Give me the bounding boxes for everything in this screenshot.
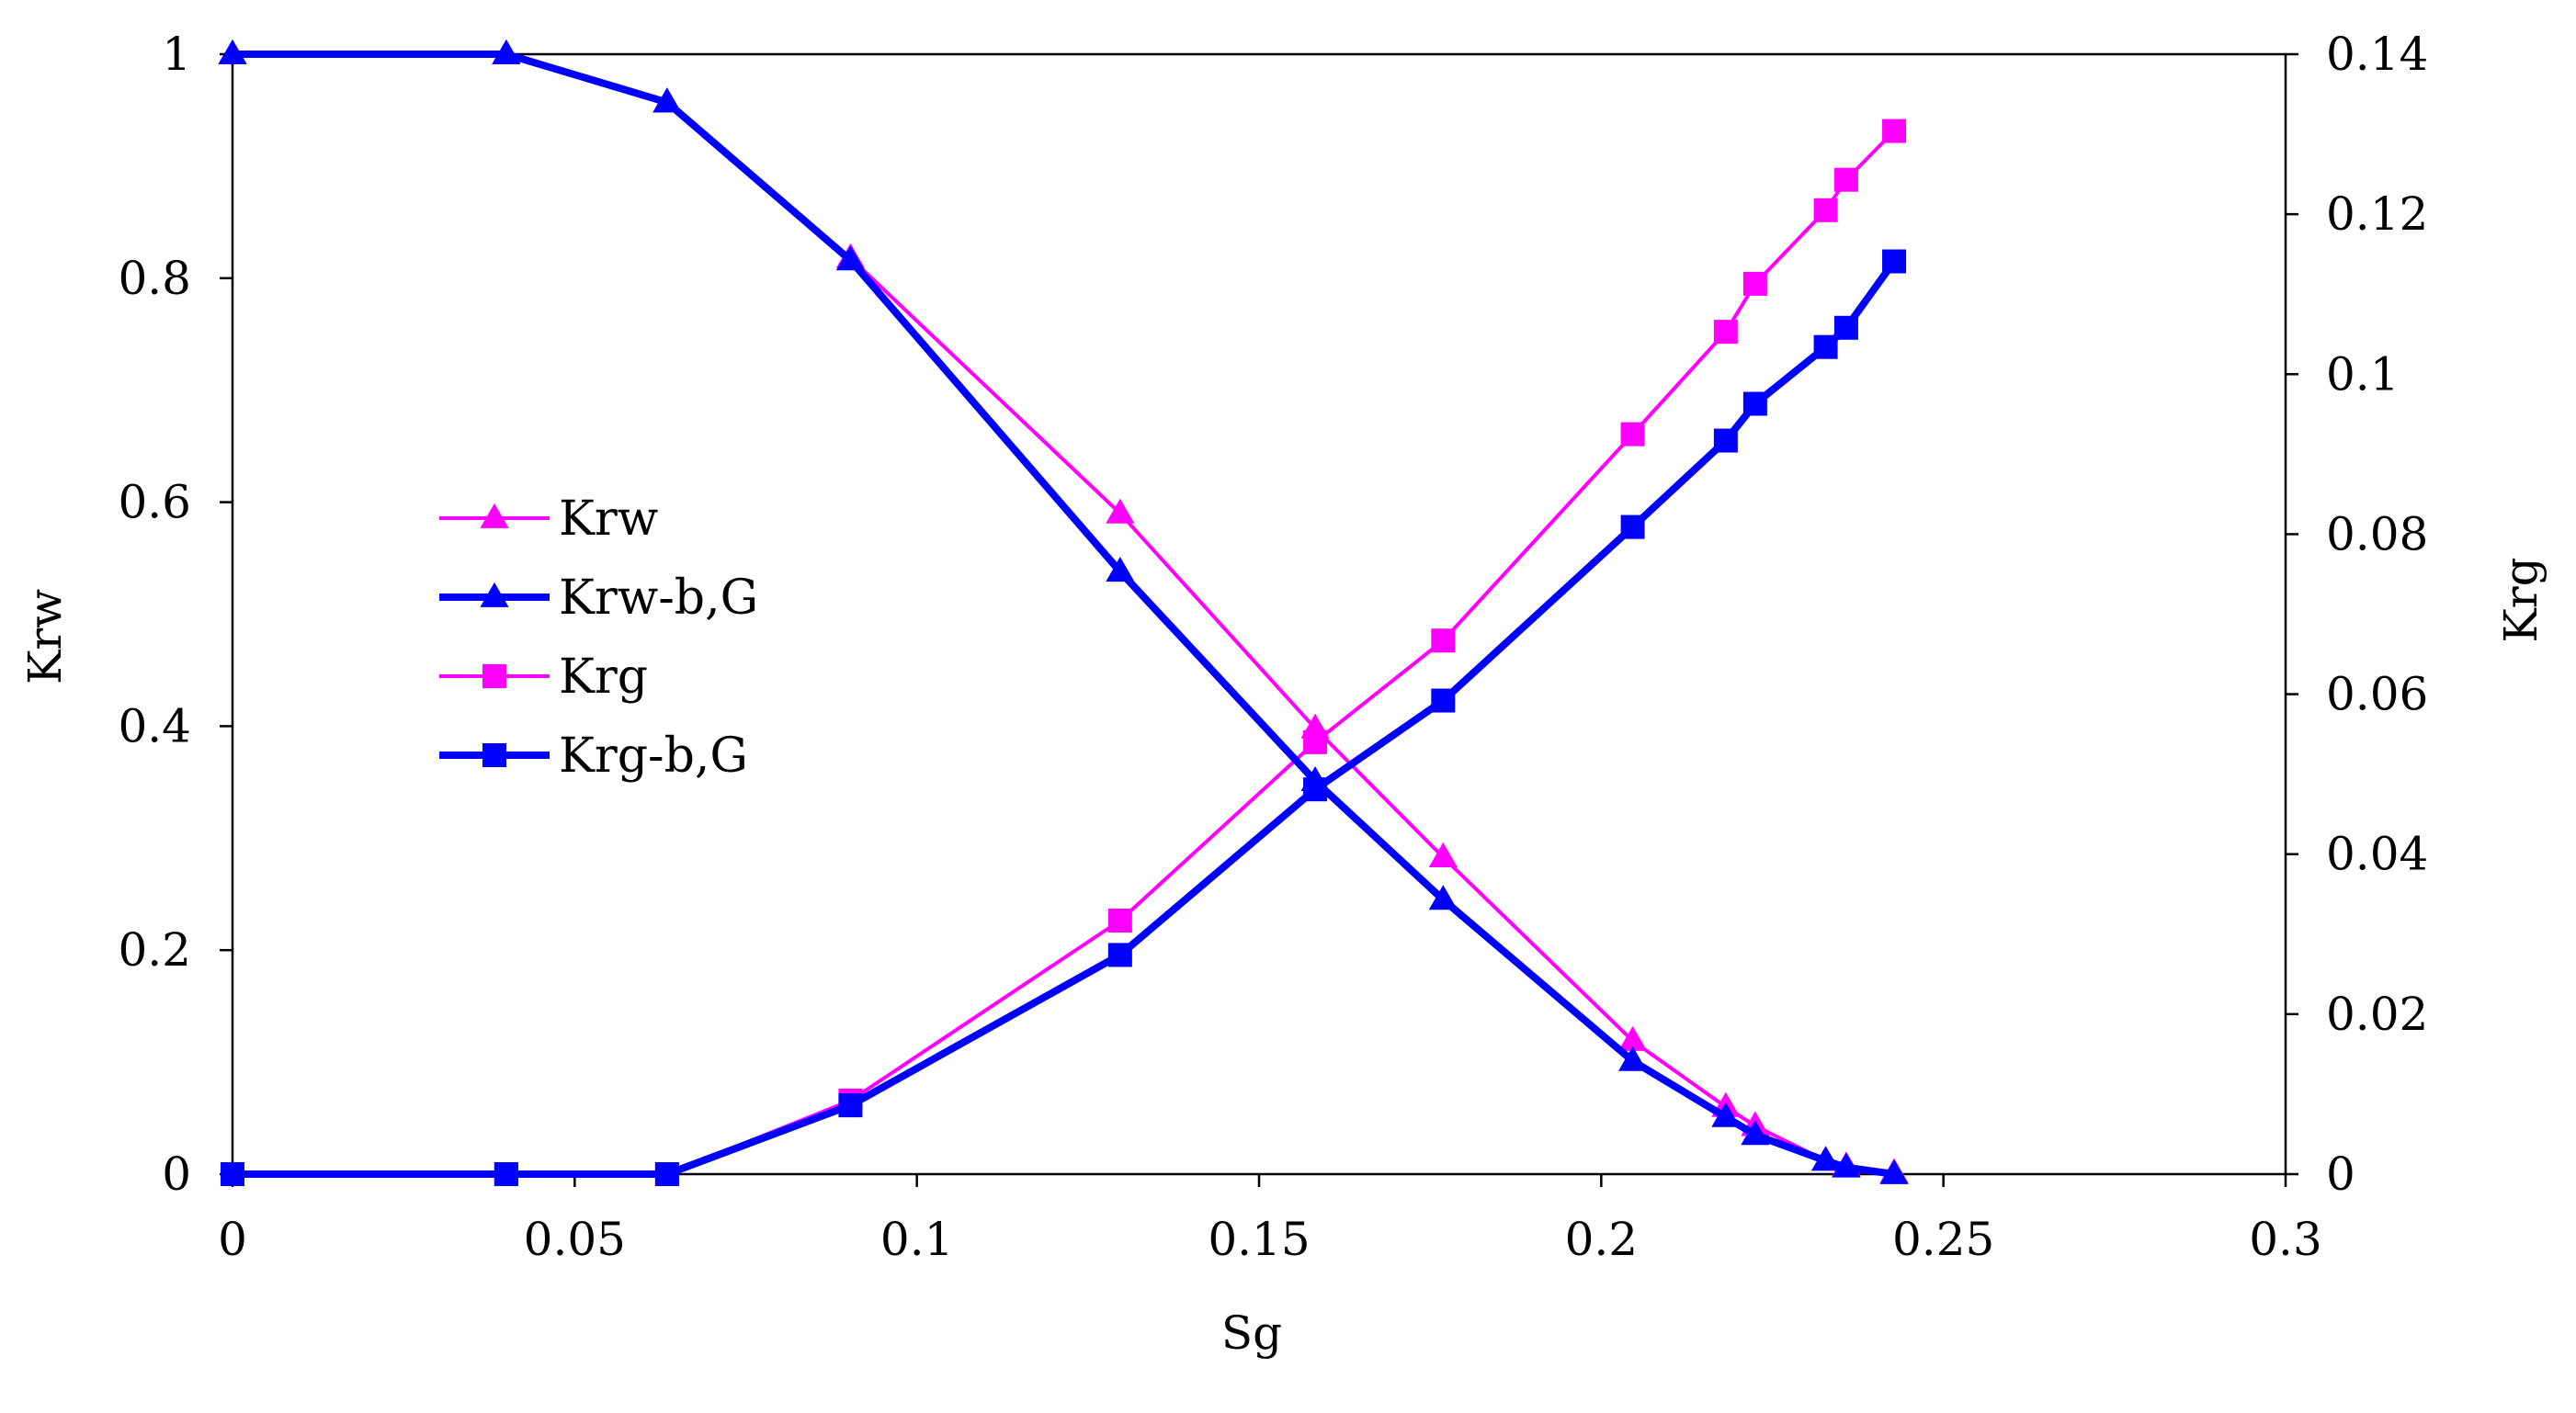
x-axis-title: Sg xyxy=(1221,1306,1282,1360)
data-point-krw-b-g xyxy=(1741,1120,1770,1146)
legend-item-krw: Krw xyxy=(439,492,658,547)
right-y-tick-label: 0.04 xyxy=(2326,828,2428,881)
data-point-krg xyxy=(1713,320,1738,345)
data-point-krw-b-g xyxy=(1832,1152,1861,1178)
series-line-krg xyxy=(231,129,1897,1176)
right-y-tick-label: 0 xyxy=(2326,1147,2355,1201)
data-point-krw-b-g xyxy=(1106,557,1135,582)
legend-label: Krw-b,G xyxy=(559,571,758,626)
legend-label: Krg xyxy=(559,650,648,705)
x-tick-label: 0.25 xyxy=(1892,1213,1994,1266)
data-point-krw xyxy=(1106,498,1135,524)
data-point-krg-b-g xyxy=(1742,391,1767,416)
x-tick-label: 0.1 xyxy=(880,1213,954,1266)
x-tick-label: 0.15 xyxy=(1208,1213,1310,1266)
series-line-krg-b-g xyxy=(229,257,1899,1178)
data-point-krw-b-g xyxy=(653,87,682,113)
data-point-krw-b-g xyxy=(1428,885,1458,910)
right-y-tick-label: 0.12 xyxy=(2326,187,2428,241)
series-krg-b-g xyxy=(221,249,1907,1186)
left-y-axis-title: Krw xyxy=(18,589,72,684)
data-point-krg-b-g xyxy=(1882,249,1907,274)
left-y-tick-label: 1 xyxy=(162,28,191,81)
legend: Krw Krw-b,G Krg Krg-b,G xyxy=(439,492,758,784)
data-point-krg-b-g xyxy=(1107,943,1132,967)
x-tick-label: 0.05 xyxy=(524,1213,626,1266)
left-y-tick-label: 0.8 xyxy=(118,252,191,305)
series-krw-b-g xyxy=(218,39,1909,1184)
right-y-tick-label: 0.02 xyxy=(2326,988,2428,1041)
left-y-tick-label: 0 xyxy=(162,1147,191,1201)
right-y-tick-label: 0.08 xyxy=(2326,507,2428,560)
legend-label: Krw xyxy=(559,492,658,547)
right-y-tick-label: 0.14 xyxy=(2326,28,2428,81)
legend-item-krw-b-g: Krw-b,G xyxy=(439,571,758,626)
legend-item-krg-b-g: Krg-b,G xyxy=(439,729,748,784)
legend-label: Krg-b,G xyxy=(559,729,748,784)
plot-area-frame xyxy=(231,52,2287,1176)
legend-item-krg: Krg xyxy=(439,650,648,705)
left-y-tick-label: 0.2 xyxy=(118,923,191,977)
legend-swatch-marker xyxy=(480,503,509,528)
legend-swatch-marker xyxy=(482,664,506,688)
data-point-krg-b-g xyxy=(494,1162,518,1186)
data-point-krg-b-g xyxy=(1431,688,1456,713)
data-point-krg-b-g xyxy=(1813,334,1838,359)
data-point-krw-b-g xyxy=(1617,1046,1648,1071)
data-point-krg-b-g xyxy=(221,1162,244,1186)
x-tick-label: 0 xyxy=(218,1213,247,1266)
data-point-krg-b-g xyxy=(838,1093,863,1118)
data-point-krg xyxy=(1107,908,1132,933)
data-point-krw-b-g xyxy=(492,39,521,64)
series-line-krw xyxy=(231,52,1897,1175)
data-point-krg xyxy=(1620,422,1645,447)
series-line-krw-b-g xyxy=(229,51,1899,1178)
data-point-krw-b-g xyxy=(1711,1102,1741,1127)
data-point-krg xyxy=(1431,628,1456,653)
data-point-krg-b-g xyxy=(1620,514,1645,539)
data-point-krw-b-g xyxy=(1300,766,1330,792)
data-point-krg xyxy=(1813,198,1838,222)
data-point-krg-b-g xyxy=(1833,315,1858,340)
data-point-krg xyxy=(1742,271,1767,296)
data-point-krw-b-g xyxy=(1879,1159,1909,1184)
x-tick-label: 0.2 xyxy=(1565,1213,1639,1266)
data-point-krg-b-g xyxy=(654,1162,679,1186)
data-point-krw-b-g xyxy=(1810,1146,1841,1171)
x-tick-label: 0.3 xyxy=(2249,1213,2322,1266)
legend-swatch-marker xyxy=(480,582,509,607)
series-krg xyxy=(221,119,1907,1186)
series-layer xyxy=(218,39,1909,1186)
data-point-krw xyxy=(1300,713,1330,739)
left-y-tick-label: 0.6 xyxy=(118,476,191,529)
series-krw xyxy=(218,39,1909,1183)
data-point-krw xyxy=(1428,842,1458,867)
data-point-krw xyxy=(1617,1025,1648,1051)
data-point-krg xyxy=(1833,167,1858,192)
legend-swatch-marker xyxy=(482,743,506,767)
data-point-krg xyxy=(1882,119,1907,143)
data-point-krw-b-g xyxy=(218,39,247,64)
right-y-tick-label: 0.1 xyxy=(2326,347,2400,401)
axes-group: 0 0.05 0.1 0.15 0.2 0.25 0.300.20.40.60.8100.0… xyxy=(118,28,2428,1266)
right-y-tick-label: 0.06 xyxy=(2326,668,2428,721)
data-point-krg-b-g xyxy=(1713,428,1738,453)
left-y-tick-label: 0.4 xyxy=(118,699,191,752)
right-y-axis-title: Krg xyxy=(2494,557,2548,642)
data-point-krw-b-g xyxy=(835,245,866,271)
